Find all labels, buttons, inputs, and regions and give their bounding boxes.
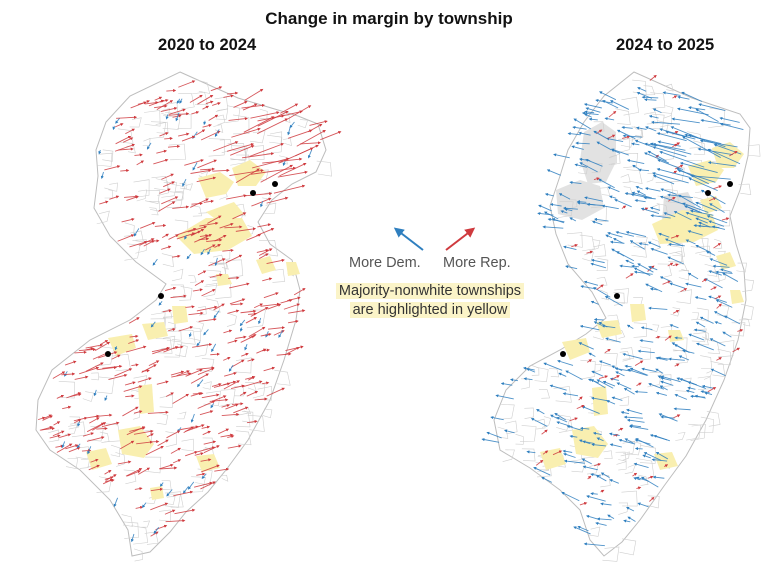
legend-rep-arrow [445, 227, 476, 251]
majority-nonwhite-townships-right [540, 142, 744, 470]
city-markers-right [560, 181, 733, 357]
city-marker [614, 293, 620, 299]
highlight-note: Majority-nonwhite townships are highligh… [332, 282, 528, 320]
legend-arrows [393, 227, 476, 251]
city-marker [705, 190, 711, 196]
city-marker [727, 181, 733, 187]
city-marker [105, 351, 111, 357]
chart-title: Change in margin by township [265, 9, 513, 28]
city-markers-left [105, 181, 278, 357]
margin-shift-arrows-left [37, 80, 342, 543]
margin-shift-arrows-right [481, 74, 744, 547]
legend-dem-arrow [393, 227, 424, 251]
legend-dem-label: More Dem. [349, 255, 421, 271]
nj-outline-right [493, 71, 751, 557]
city-marker [272, 181, 278, 187]
map-2020-2024 [35, 71, 342, 562]
legend-rep-label: More Rep. [443, 255, 511, 271]
city-marker [250, 190, 256, 196]
map-2024-2025 [481, 71, 761, 562]
city-marker [560, 351, 566, 357]
panel-title-2024-2025: 2024 to 2025 [616, 36, 715, 54]
highlight-note-text: Majority-nonwhite townships are highligh… [335, 283, 525, 318]
panel-title-2020-2024: 2020 to 2024 [158, 36, 257, 54]
city-marker [158, 293, 164, 299]
